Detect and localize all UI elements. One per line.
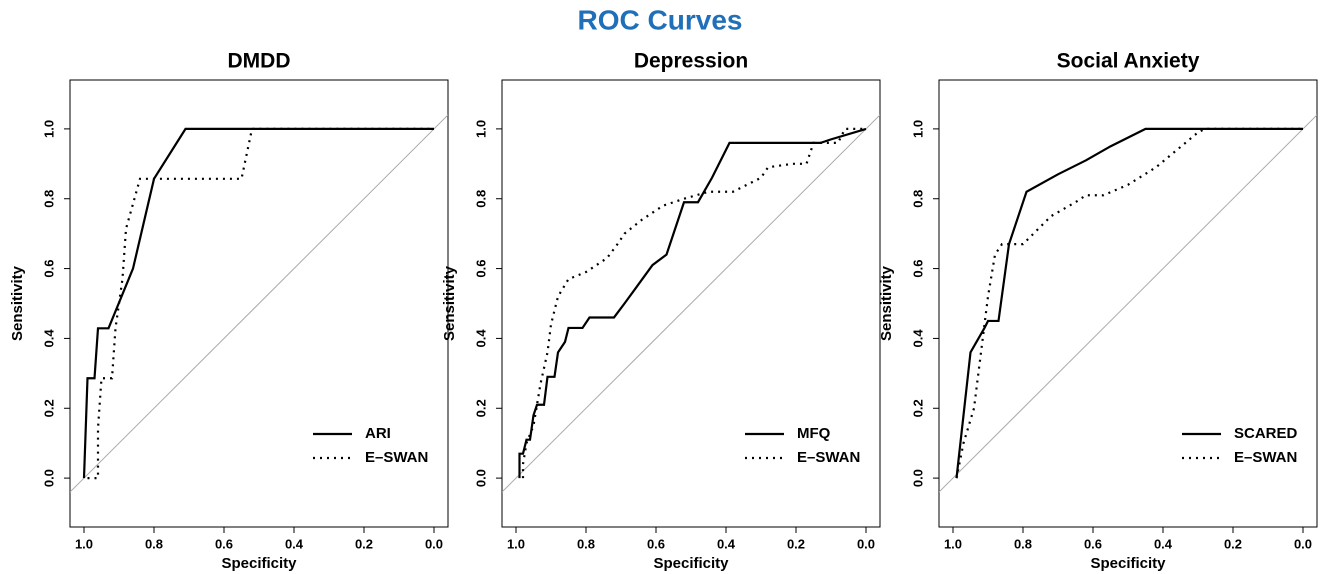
x-tick-label: 0.6 (1084, 536, 1102, 551)
x-tick-label: 0.6 (647, 536, 665, 551)
y-axis-title: Sensitivity (878, 265, 895, 341)
x-axis-title: Specificity (221, 555, 297, 572)
y-axis-title: Sensitivity (441, 265, 458, 341)
legend-label: MFQ (797, 425, 831, 442)
y-tick-label: 1.0 (41, 120, 56, 138)
y-tick-label: 0.0 (41, 469, 56, 487)
figure-title: ROC Curves (578, 4, 743, 35)
y-tick-label: 0.8 (473, 190, 488, 208)
y-axis-title: Sensitivity (9, 265, 26, 341)
y-tick-label: 0.4 (41, 329, 56, 348)
x-tick-label: 0.2 (787, 536, 805, 551)
y-tick-label: 0.2 (910, 399, 925, 417)
x-tick-label: 0.4 (1154, 536, 1173, 551)
x-tick-label: 0.8 (1014, 536, 1032, 551)
x-axis-title: Specificity (653, 555, 729, 572)
x-tick-label: 0.0 (857, 536, 875, 551)
reference-diagonal (939, 114, 1317, 493)
x-tick-label: 1.0 (75, 536, 93, 551)
x-tick-label: 0.2 (355, 536, 373, 551)
x-axis-title: Specificity (1090, 555, 1166, 572)
y-tick-label: 0.8 (910, 190, 925, 208)
roc-curve (87, 127, 434, 480)
x-tick-label: 1.0 (507, 536, 525, 551)
legend-label: E–SWAN (1234, 449, 1297, 466)
x-tick-label: 0.6 (215, 536, 233, 551)
reference-diagonal (70, 114, 448, 493)
roc-curve (955, 127, 1303, 479)
legend-label: ARI (365, 425, 391, 442)
y-tick-label: 0.8 (41, 190, 56, 208)
y-tick-label: 0.6 (41, 260, 56, 278)
y-tick-label: 0.0 (473, 469, 488, 487)
panel-title: Social Anxiety (1057, 50, 1200, 73)
y-tick-label: 1.0 (910, 120, 925, 138)
panel-title: Depression (634, 50, 748, 73)
plot-frame (69, 79, 449, 528)
y-tick-label: 0.4 (473, 329, 488, 348)
roc-curve (82, 127, 434, 479)
x-tick-label: 1.0 (944, 536, 962, 551)
x-tick-label: 0.8 (145, 536, 163, 551)
x-tick-label: 0.4 (717, 536, 736, 551)
y-tick-label: 0.6 (910, 260, 925, 278)
panel-title: DMDD (228, 50, 291, 73)
y-tick-label: 0.2 (41, 399, 56, 417)
legend-label: E–SWAN (797, 449, 860, 466)
y-tick-label: 1.0 (473, 120, 488, 138)
plot-frame (938, 79, 1318, 528)
y-tick-label: 0.0 (910, 469, 925, 487)
y-tick-label: 0.4 (910, 329, 925, 348)
y-tick-label: 0.2 (473, 399, 488, 417)
y-tick-label: 0.6 (473, 260, 488, 278)
legend-label: E–SWAN (365, 449, 428, 466)
x-tick-label: 0.4 (285, 536, 304, 551)
legend-label: SCARED (1234, 425, 1298, 442)
x-tick-label: 0.0 (425, 536, 443, 551)
plot-frame (501, 79, 881, 528)
reference-diagonal (502, 114, 880, 493)
x-tick-label: 0.8 (577, 536, 595, 551)
x-tick-label: 0.2 (1224, 536, 1242, 551)
x-tick-label: 0.0 (1294, 536, 1312, 551)
